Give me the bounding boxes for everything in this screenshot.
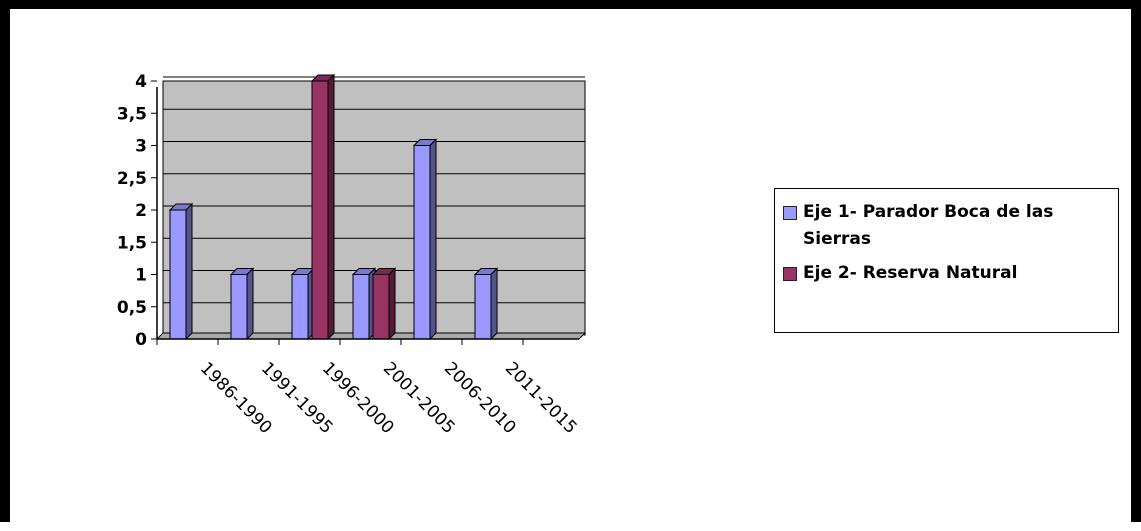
bar-side xyxy=(327,73,335,341)
legend-swatch-eje-2 xyxy=(783,267,797,281)
bar xyxy=(168,202,194,341)
y-tick-label: 0 xyxy=(135,330,147,350)
bar-front xyxy=(352,274,370,340)
y-tick-label: 1,5 xyxy=(117,233,147,253)
bar-front xyxy=(169,209,187,340)
bar xyxy=(412,138,438,341)
legend: Eje 1- Parador Boca de las Sierras Eje 2… xyxy=(774,188,1119,333)
bar-front xyxy=(291,274,309,340)
legend-entry-eje-1: Eje 1- Parador Boca de las Sierras xyxy=(783,199,1110,253)
y-tick-label: 4 xyxy=(135,72,147,92)
bar-series xyxy=(168,73,499,341)
bar-chart: 0 0,5 1 1,5 2 2,5 3 3,5 4 1986-19901991-19951996… xyxy=(117,72,587,438)
y-tick-label: 1 xyxy=(135,266,147,286)
bar xyxy=(473,267,499,341)
bar-front xyxy=(372,274,390,340)
bar xyxy=(371,267,397,341)
bar-front xyxy=(474,274,492,340)
y-tick-label: 2 xyxy=(135,201,147,221)
bar-side xyxy=(388,267,396,341)
bar-front xyxy=(230,274,248,340)
bar-side xyxy=(429,138,437,341)
legend-label-eje-2: Eje 2- Reserva Natural xyxy=(803,263,1018,283)
bar-side xyxy=(185,202,193,341)
y-tick-label: 0,5 xyxy=(117,298,147,318)
bar-side xyxy=(246,267,254,341)
bar xyxy=(290,267,316,341)
legend-entry-eje-2: Eje 2- Reserva Natural xyxy=(783,260,1110,287)
axes xyxy=(151,80,579,345)
y-tick-label: 3,5 xyxy=(117,104,147,124)
y-tick-label: 3 xyxy=(135,137,147,157)
bar xyxy=(229,267,255,341)
bar-side xyxy=(490,267,498,341)
x-axis-category-labels: 1986-19901991-19951996-20002001-20052006… xyxy=(196,358,581,438)
bar xyxy=(351,267,377,341)
y-axis-tick-labels: 0 0,5 1 1,5 2 2,5 3 3,5 4 xyxy=(117,72,147,350)
bar xyxy=(310,73,336,341)
legend-swatch-eje-1 xyxy=(783,206,797,220)
bar-front xyxy=(311,80,329,340)
legend-label-eje-1: Eje 1- Parador Boca de las Sierras xyxy=(803,202,1054,249)
bar-front xyxy=(413,145,431,340)
y-tick-label: 2,5 xyxy=(117,169,147,189)
